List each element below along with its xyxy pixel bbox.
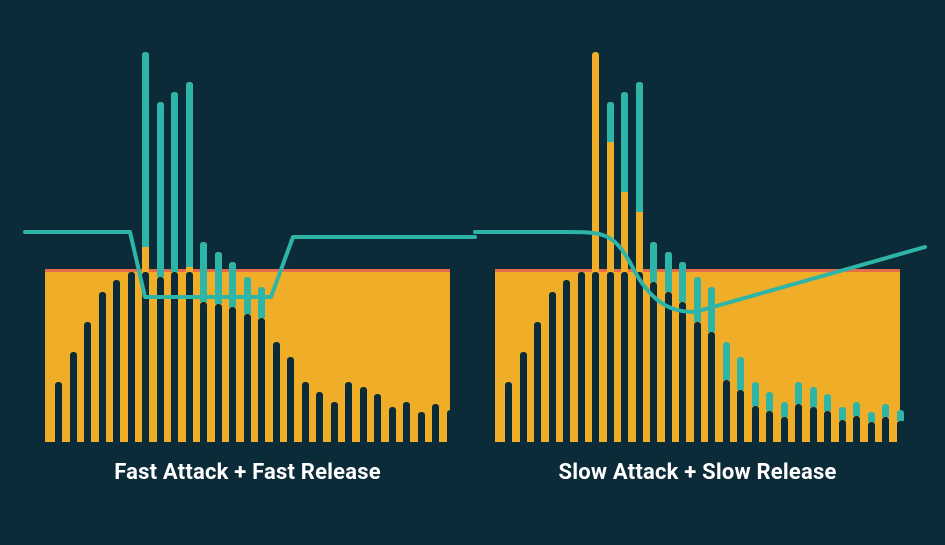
chart-panel: Slow Attack + Slow Release — [495, 32, 900, 485]
panel-row: Fast Attack + Fast Release Slow Attack + … — [0, 0, 945, 485]
chart-panel: Fast Attack + Fast Release — [45, 32, 450, 485]
envelope-curve — [495, 32, 900, 442]
panel-caption: Slow Attack + Slow Release — [495, 460, 900, 485]
envelope-curve — [45, 32, 450, 442]
panel-caption: Fast Attack + Fast Release — [45, 460, 450, 485]
chart-area — [45, 32, 450, 442]
chart-area — [495, 32, 900, 442]
